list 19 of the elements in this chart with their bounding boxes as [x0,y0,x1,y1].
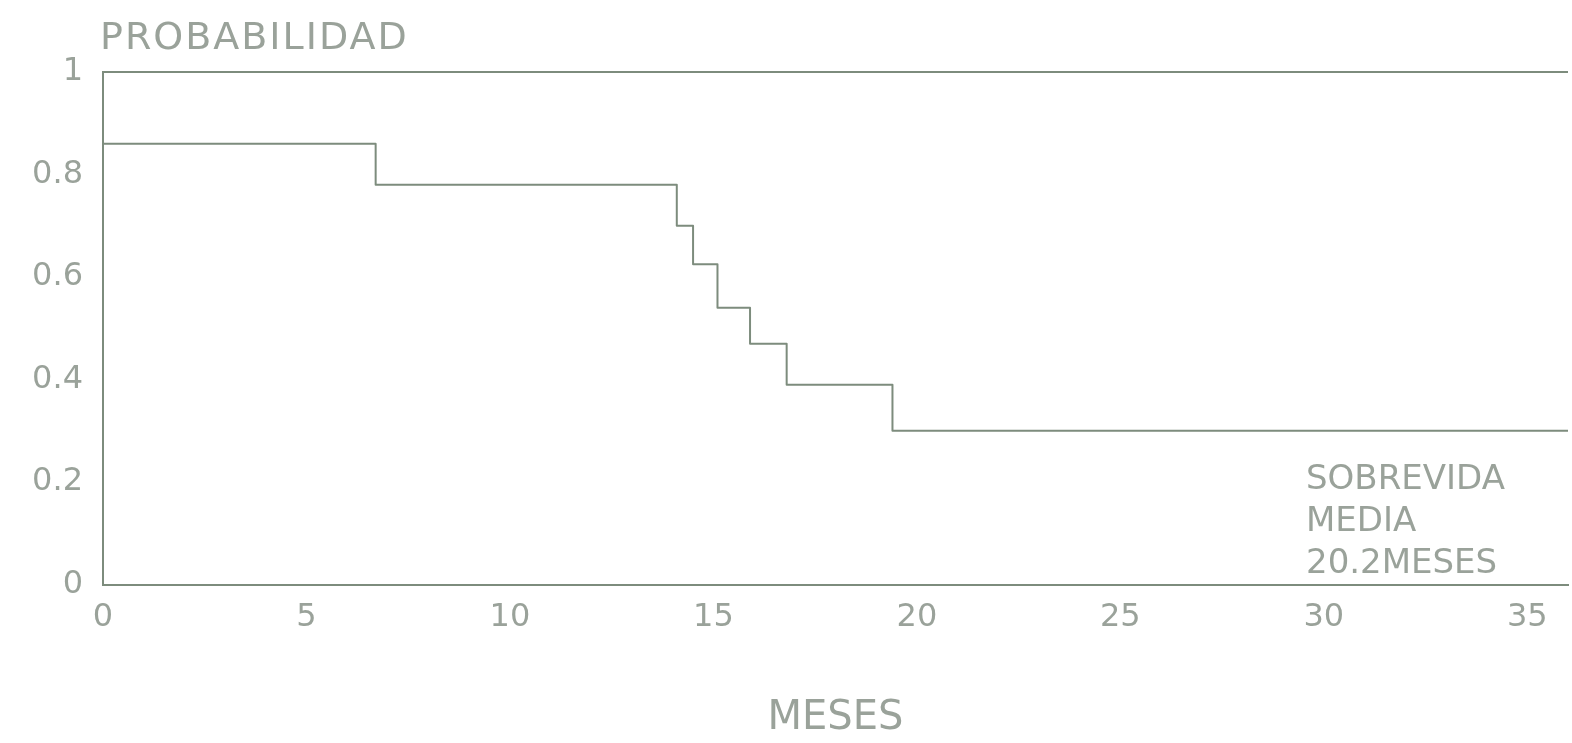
y-tick-label: 0 [62,562,83,601]
x-tick-label: 35 [1506,596,1548,635]
x-tick-label: 10 [489,596,531,635]
y-tick-label: 0.8 [32,152,83,191]
x-tick-label: 25 [1100,596,1141,635]
y-tick-label: 0.2 [32,460,83,499]
y-tick-label: 0.4 [32,357,83,396]
x-tick-label: 0 [92,596,114,635]
y-tick-label: 0.6 [32,255,83,294]
x-tick-label: 15 [693,596,734,635]
x-axis-title: MESES [767,692,904,739]
x-tick-label: 30 [1303,596,1345,635]
annotation: MEDIA [1306,498,1417,539]
annotation: SOBREVIDA [1306,456,1505,497]
x-tick-label: 5 [296,596,317,635]
y-tick-label: 1 [62,50,83,89]
x-tick-label: 20 [896,596,938,635]
annotation: 20.2MESES [1306,540,1498,581]
y-axis-title: PROBABILIDAD [100,14,409,58]
